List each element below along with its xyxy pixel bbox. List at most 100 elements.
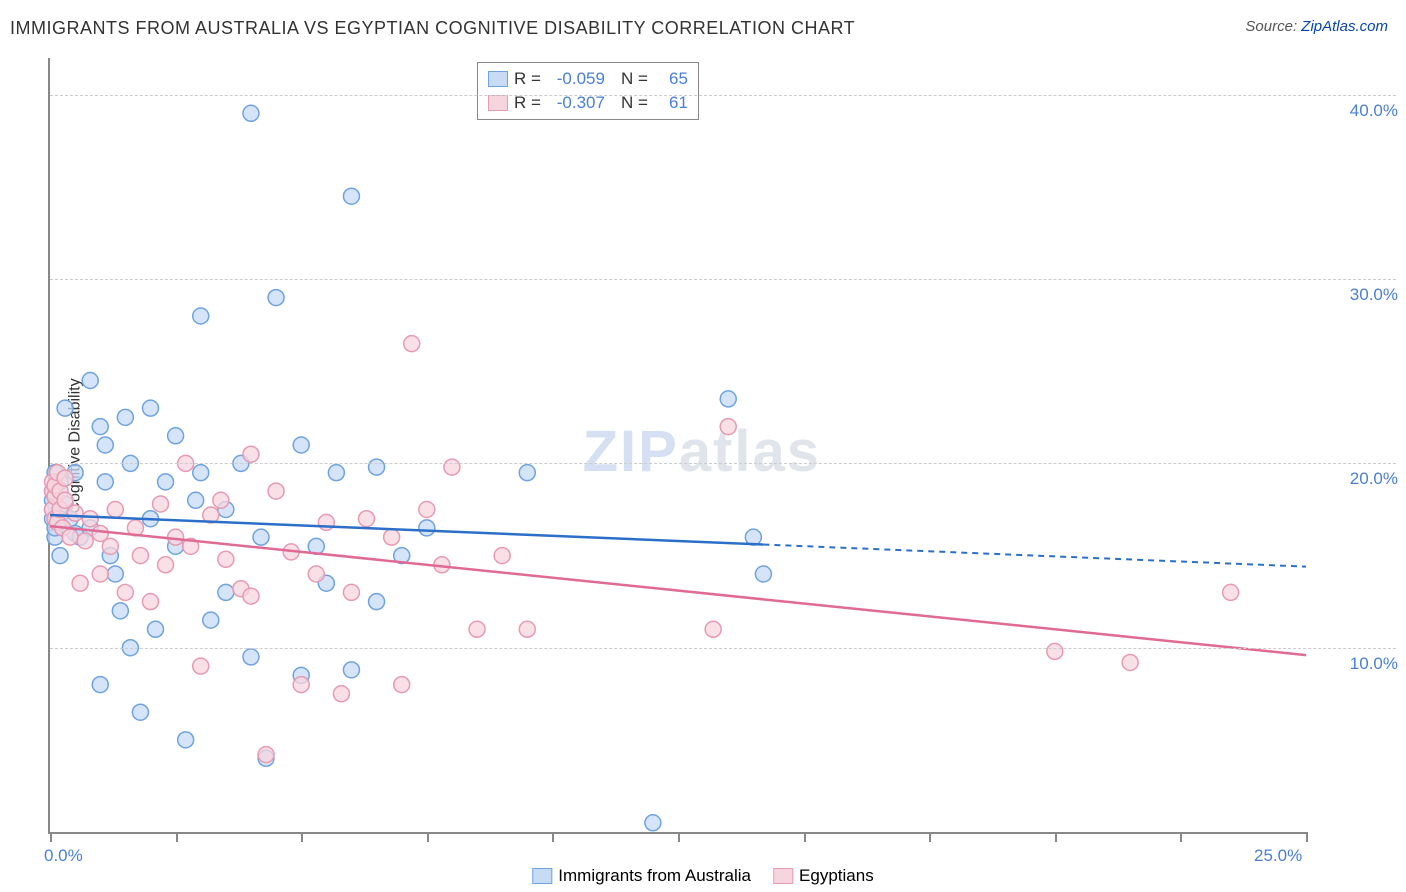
scatter-point xyxy=(444,459,460,475)
scatter-point xyxy=(419,520,435,536)
r-value: -0.059 xyxy=(547,67,605,91)
scatter-point xyxy=(519,465,535,481)
scatter-point xyxy=(203,612,219,628)
x-tick xyxy=(804,832,806,842)
scatter-point xyxy=(720,391,736,407)
scatter-point xyxy=(394,677,410,693)
correlation-legend: R =-0.059N =65R =-0.307N =61 xyxy=(477,62,699,120)
x-tick-label: 0.0% xyxy=(44,846,83,866)
x-tick xyxy=(929,832,931,842)
scatter-point xyxy=(148,621,164,637)
scatter-point xyxy=(132,704,148,720)
scatter-point xyxy=(158,474,174,490)
scatter-point xyxy=(77,533,93,549)
legend-label: Immigrants from Australia xyxy=(558,866,751,886)
scatter-point xyxy=(258,747,274,763)
chart-plot-area: ZIPatlas R =-0.059N =65R =-0.307N =61 10… xyxy=(48,58,1306,834)
scatter-point xyxy=(92,566,108,582)
scatter-point xyxy=(193,465,209,481)
r-label: R = xyxy=(514,67,541,91)
scatter-point xyxy=(1122,654,1138,670)
scatter-point xyxy=(519,621,535,637)
y-tick-label: 30.0% xyxy=(1350,285,1398,305)
scatter-point xyxy=(188,492,204,508)
scatter-point xyxy=(419,502,435,518)
scatter-point xyxy=(82,373,98,389)
scatter-point xyxy=(218,551,234,567)
scatter-point xyxy=(369,459,385,475)
scatter-point xyxy=(158,557,174,573)
x-tick xyxy=(50,832,52,842)
scatter-point xyxy=(142,400,158,416)
scatter-point xyxy=(755,566,771,582)
n-label: N = xyxy=(621,67,648,91)
regression-extrapolation xyxy=(763,545,1306,567)
legend-item: Immigrants from Australia xyxy=(532,866,751,886)
scatter-point xyxy=(193,658,209,674)
source-credit: Source: ZipAtlas.com xyxy=(1245,18,1388,35)
regression-line xyxy=(50,515,763,544)
scatter-point xyxy=(142,594,158,610)
scatter-point xyxy=(318,514,334,530)
scatter-point xyxy=(343,188,359,204)
scatter-point xyxy=(92,419,108,435)
scatter-point xyxy=(268,483,284,499)
legend-swatch xyxy=(488,95,508,111)
scatter-point xyxy=(52,548,68,564)
legend-swatch xyxy=(532,868,552,884)
scatter-point xyxy=(293,677,309,693)
scatter-point xyxy=(117,409,133,425)
scatter-point xyxy=(92,677,108,693)
scatter-point xyxy=(384,529,400,545)
x-tick xyxy=(427,832,429,842)
y-tick-label: 20.0% xyxy=(1350,469,1398,489)
plot-svg xyxy=(50,58,1306,832)
legend-label: Egyptians xyxy=(799,866,874,886)
scatter-point xyxy=(1223,584,1239,600)
n-value: 65 xyxy=(654,67,688,91)
gridline-horizontal xyxy=(50,279,1396,280)
scatter-point xyxy=(469,621,485,637)
scatter-point xyxy=(67,505,83,521)
x-tick-label: 25.0% xyxy=(1254,846,1302,866)
legend-swatch xyxy=(488,71,508,87)
scatter-point xyxy=(218,584,234,600)
scatter-point xyxy=(1047,643,1063,659)
x-tick xyxy=(678,832,680,842)
y-tick-label: 40.0% xyxy=(1350,101,1398,121)
source-link[interactable]: ZipAtlas.com xyxy=(1301,18,1388,35)
scatter-point xyxy=(243,446,259,462)
x-tick xyxy=(1180,832,1182,842)
scatter-point xyxy=(359,511,375,527)
scatter-point xyxy=(343,662,359,678)
legend-row: R =-0.059 N =65 xyxy=(488,67,688,91)
scatter-point xyxy=(112,603,128,619)
scatter-point xyxy=(97,474,113,490)
source-prefix: Source: xyxy=(1245,18,1301,35)
scatter-point xyxy=(369,594,385,610)
scatter-point xyxy=(107,502,123,518)
scatter-point xyxy=(97,437,113,453)
scatter-point xyxy=(268,290,284,306)
scatter-point xyxy=(243,649,259,665)
scatter-point xyxy=(645,815,661,831)
gridline-horizontal xyxy=(50,463,1396,464)
x-tick xyxy=(1306,832,1308,842)
x-tick xyxy=(552,832,554,842)
gridline-horizontal xyxy=(50,95,1396,96)
scatter-point xyxy=(107,566,123,582)
scatter-point xyxy=(243,105,259,121)
scatter-point xyxy=(293,437,309,453)
scatter-point xyxy=(57,400,73,416)
scatter-point xyxy=(404,336,420,352)
x-tick xyxy=(301,832,303,842)
scatter-point xyxy=(213,492,229,508)
scatter-point xyxy=(153,496,169,512)
scatter-point xyxy=(705,621,721,637)
scatter-point xyxy=(168,428,184,444)
legend-item: Egyptians xyxy=(773,866,874,886)
scatter-point xyxy=(333,686,349,702)
scatter-point xyxy=(193,308,209,324)
scatter-point xyxy=(132,548,148,564)
scatter-point xyxy=(328,465,344,481)
